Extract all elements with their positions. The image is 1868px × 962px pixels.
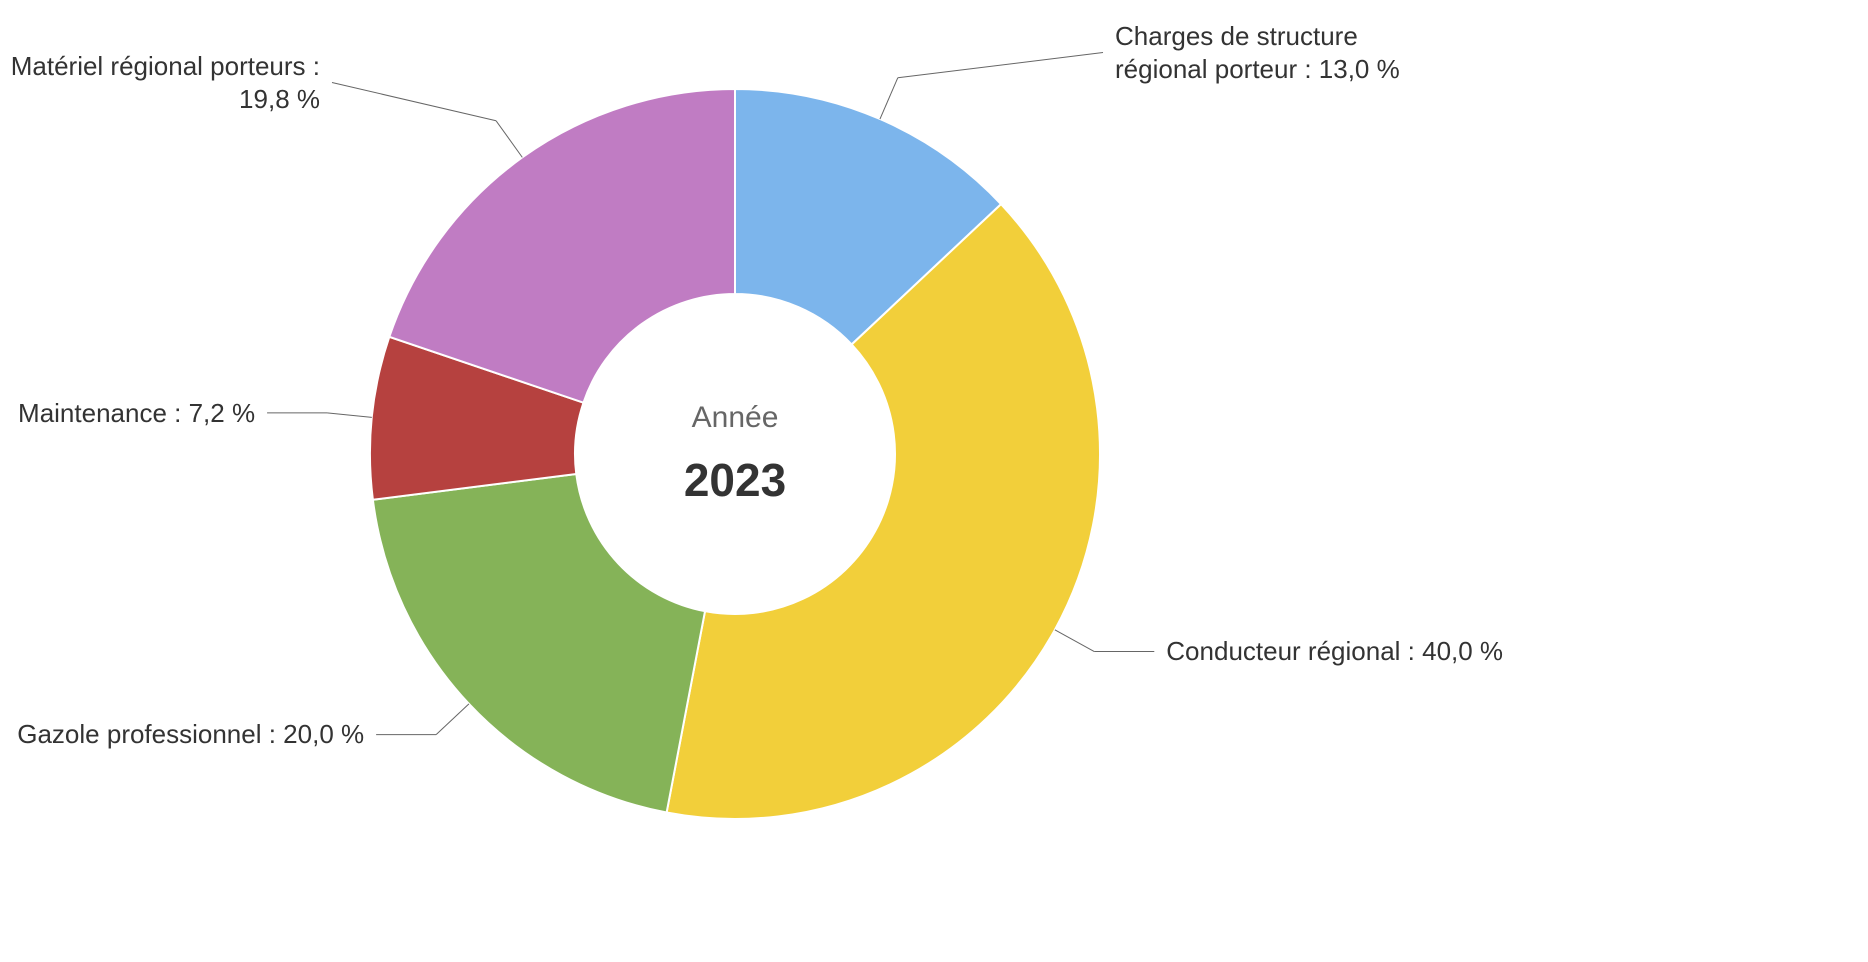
slice-label-2: Gazole professionnel : 20,0 % bbox=[17, 718, 364, 751]
slice-2 bbox=[373, 474, 705, 812]
donut-svg bbox=[0, 0, 1868, 962]
center-sublabel: Année bbox=[692, 401, 779, 435]
leader-line bbox=[1055, 630, 1094, 652]
leader-line bbox=[332, 83, 496, 121]
leader-line bbox=[436, 704, 469, 735]
donut-chart: Charges de structurerégional porteur : 1… bbox=[0, 0, 1868, 962]
leader-line bbox=[880, 78, 898, 119]
leader-line bbox=[496, 121, 522, 158]
slice-label-3: Maintenance : 7,2 % bbox=[18, 397, 255, 430]
leader-line bbox=[327, 413, 372, 418]
slice-label-1: Conducteur régional : 40,0 % bbox=[1166, 635, 1503, 668]
center-mainlabel: 2023 bbox=[684, 453, 786, 507]
slice-label-0: Charges de structurerégional porteur : 1… bbox=[1115, 20, 1400, 85]
slice-label-4: Matériel régional porteurs :19,8 % bbox=[11, 50, 320, 115]
leader-line bbox=[898, 53, 1103, 78]
